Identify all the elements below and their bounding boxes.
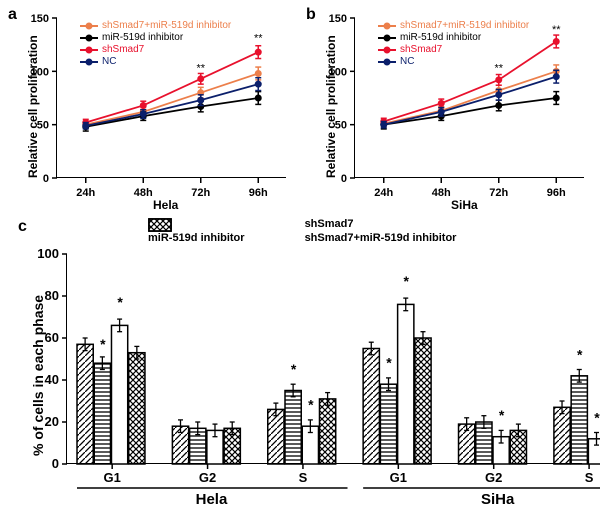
panel-a-label: a [8,6,17,24]
svg-text:0: 0 [341,173,347,185]
svg-text:48h: 48h [134,187,153,199]
legend-item: NC [378,56,529,67]
legend-swatch [378,61,396,63]
panel-c-legend: NCmiR-519d inhibitorshSmad7shSmad7+miR-5… [148,218,578,246]
panel-c-ylabel: % of cells in each phase [30,276,46,456]
svg-text:*: * [404,273,410,289]
legend-swatch [378,37,396,39]
svg-text:0: 0 [52,456,59,471]
bar-legend-item: shSmad7 [305,218,457,230]
svg-text:40: 40 [45,372,59,387]
svg-text:*: * [594,409,600,425]
panel-a-legend: shSmad7+miR-519d inhibitormiR-519d inhib… [80,20,231,68]
panel-b-label: b [306,6,316,24]
svg-text:G1: G1 [390,470,407,485]
bar-legend-label: shSmad7 [305,218,354,230]
panel-b: b Relative cell proliferation 0 50 100 150 2… [306,6,596,206]
svg-text:20: 20 [45,414,59,429]
legend-label: shSmad7+miR-519d inhibitor [102,20,231,31]
svg-text:**: ** [552,24,561,36]
bar-legend-item: shSmad7+miR-519d inhibitor [305,232,457,244]
svg-text:G1: G1 [104,470,121,485]
svg-text:72h: 72h [191,187,210,199]
panel-c-label: c [18,218,27,236]
legend-swatch [80,49,98,51]
panel-c: c NCmiR-519d inhibitorshSmad7shSmad7+miR… [8,218,592,514]
svg-text:48h: 48h [432,187,451,199]
svg-text:150: 150 [329,13,347,25]
svg-text:80: 80 [45,288,59,303]
svg-text:50: 50 [335,120,347,132]
panel-a-ylabel: Relative cell proliferation [26,28,40,178]
svg-text:100: 100 [31,66,49,78]
svg-text:72h: 72h [489,187,508,199]
svg-text:96h: 96h [249,187,268,199]
svg-text:**: ** [254,32,263,44]
svg-text:0: 0 [43,173,49,185]
legend-label: NC [400,56,414,67]
legend-label: shSmad7 [400,44,442,55]
panel-b-legend: shSmad7+miR-519d inhibitormiR-519d inhib… [378,20,529,68]
legend-item: miR-519d inhibitor [378,32,529,43]
panel-a: a Relative cell proliferation 0 50 100 150 2… [8,6,298,206]
svg-text:SiHa: SiHa [481,491,515,508]
svg-text:S: S [585,470,594,485]
svg-text:24h: 24h [76,187,95,199]
svg-text:G2: G2 [485,470,502,485]
legend-item: miR-519d inhibitor [80,32,231,43]
svg-text:Hela: Hela [196,491,228,508]
legend-swatch [378,49,396,51]
svg-text:*: * [308,397,314,413]
svg-text:*: * [386,355,392,371]
legend-item: shSmad7 [378,44,529,55]
legend-swatch [80,25,98,27]
legend-item: NC [80,56,231,67]
legend-item: shSmad7+miR-519d inhibitor [80,20,231,31]
svg-text:*: * [499,407,505,423]
svg-text:96h: 96h [547,187,566,199]
panel-b-title: SiHa [451,198,478,212]
legend-label: miR-519d inhibitor [400,32,481,43]
legend-swatch [80,37,98,39]
svg-text:24h: 24h [374,187,393,199]
svg-text:50: 50 [37,120,49,132]
svg-text:60: 60 [45,330,59,345]
svg-text:*: * [100,336,106,352]
bar-legend-label: shSmad7+miR-519d inhibitor [305,232,457,244]
legend-item: shSmad7 [80,44,231,55]
legend-label: shSmad7+miR-519d inhibitor [400,20,529,31]
legend-label: NC [102,56,116,67]
legend-label: shSmad7 [102,44,144,55]
bar-legend-label: miR-519d inhibitor [148,232,245,244]
svg-text:*: * [577,346,583,362]
legend-swatch [80,61,98,63]
panel-c-chart: 020406080100G1G2SG1G2S*********HelaSiHa [66,254,582,464]
panel-c-svg: 020406080100G1G2SG1G2S*********HelaSiHa [67,254,583,464]
svg-text:S: S [299,470,308,485]
svg-text:G2: G2 [199,470,216,485]
legend-item: shSmad7+miR-519d inhibitor [378,20,529,31]
svg-text:100: 100 [329,66,347,78]
panel-a-title: Hela [153,198,178,212]
panel-b-ylabel: Relative cell proliferation [324,28,338,178]
svg-text:*: * [117,294,123,310]
svg-text:100: 100 [37,246,59,261]
bar-legend-item: miR-519d inhibitor [148,232,245,244]
svg-text:150: 150 [31,13,49,25]
svg-text:*: * [291,361,297,377]
svg-text:*: * [554,94,559,106]
legend-label: miR-519d inhibitor [102,32,183,43]
legend-swatch [378,25,396,27]
